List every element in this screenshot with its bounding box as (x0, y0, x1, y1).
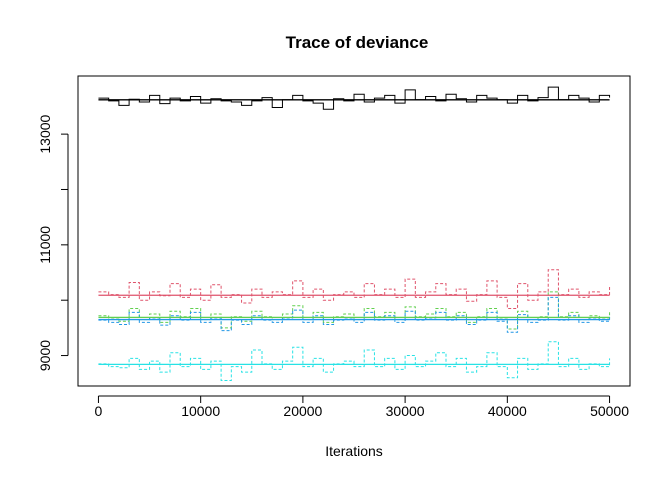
x-tick-label: 10000 (181, 403, 220, 419)
series-layer (98, 86, 611, 381)
y-tick-label: 11000 (37, 226, 53, 264)
x-tick-label: 40000 (488, 403, 527, 419)
trace-series-3 (98, 291, 611, 330)
x-tick-label: 0 (95, 403, 103, 419)
x-tick-label: 50000 (590, 403, 629, 419)
x-axis-label: Iterations (325, 443, 383, 459)
x-tick-label: 30000 (386, 403, 425, 419)
chart-title: Trace of deviance (286, 33, 429, 52)
mean-line-layer (98, 99, 610, 366)
x-axis: 0 10000 20000 30000 40000 50000 (95, 395, 629, 419)
x-tick-label: 20000 (283, 403, 322, 419)
trace-series-5 (98, 341, 611, 381)
y-tick-label: 9000 (37, 340, 53, 371)
plot-frame (77, 75, 631, 387)
trace-series-1 (98, 86, 611, 110)
y-tick-label: 13000 (37, 114, 53, 153)
trace-series-2 (98, 269, 611, 309)
y-axis: 9000 11000 13000 (37, 114, 69, 371)
